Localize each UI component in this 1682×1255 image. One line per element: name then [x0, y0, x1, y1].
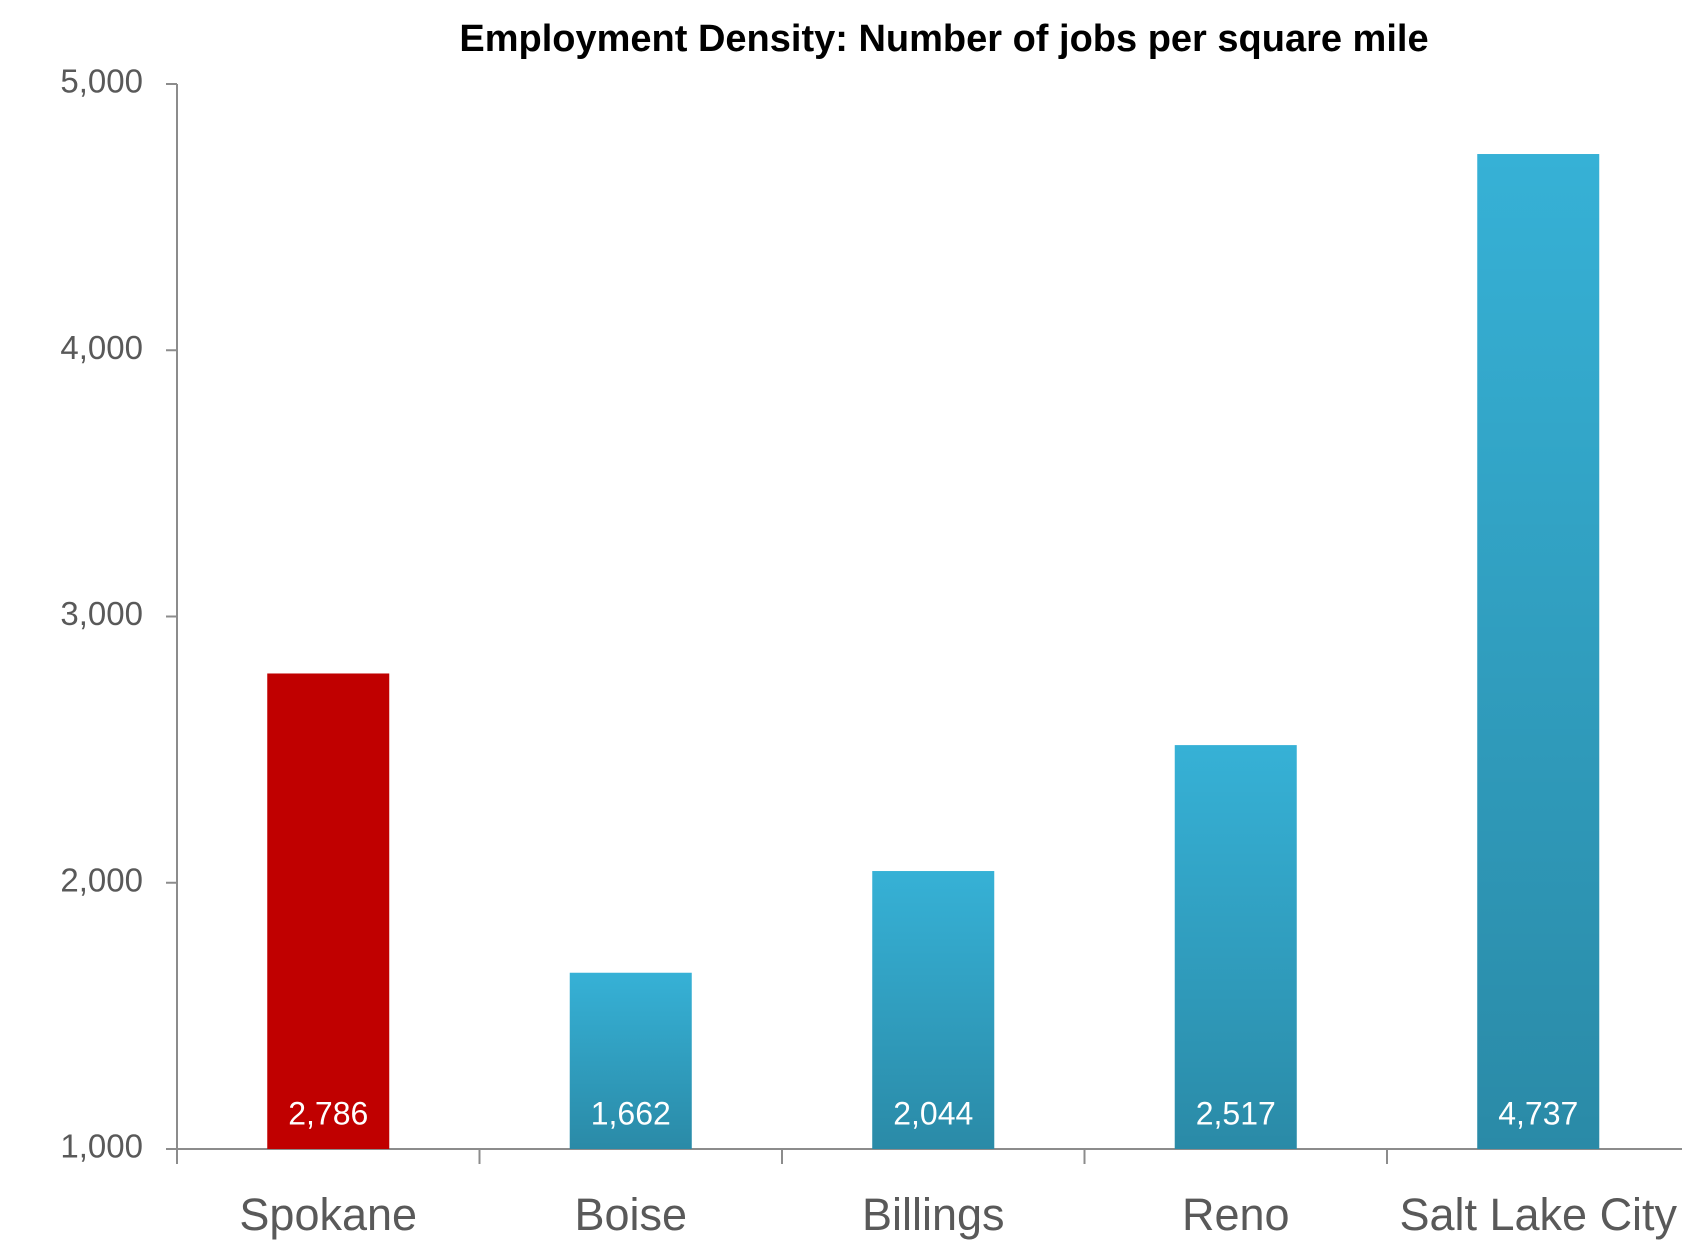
x-tick-label: Boise	[574, 1189, 687, 1240]
value-label: 2,044	[893, 1095, 973, 1131]
y-tick-label: 2,000	[60, 861, 143, 898]
y-tick-label: 1,000	[60, 1128, 143, 1165]
y-tick-label: 4,000	[60, 329, 143, 366]
x-tick-label: Billings	[862, 1189, 1005, 1240]
x-tick-label: Reno	[1182, 1189, 1290, 1240]
bar	[267, 673, 390, 1149]
value-label: 2,517	[1196, 1095, 1276, 1131]
bar	[1174, 745, 1297, 1149]
chart-title: Employment Density: Number of jobs per s…	[459, 18, 1428, 60]
x-tick-label: Salt Lake City	[1399, 1189, 1677, 1240]
y-tick-label: 3,000	[60, 595, 143, 632]
value-label: 2,786	[288, 1095, 368, 1131]
value-label: 1,662	[591, 1095, 671, 1131]
value-label: 4,737	[1498, 1095, 1578, 1131]
x-tick-label: Spokane	[239, 1189, 417, 1240]
bar	[1477, 154, 1600, 1149]
y-tick-label: 5,000	[60, 63, 143, 100]
